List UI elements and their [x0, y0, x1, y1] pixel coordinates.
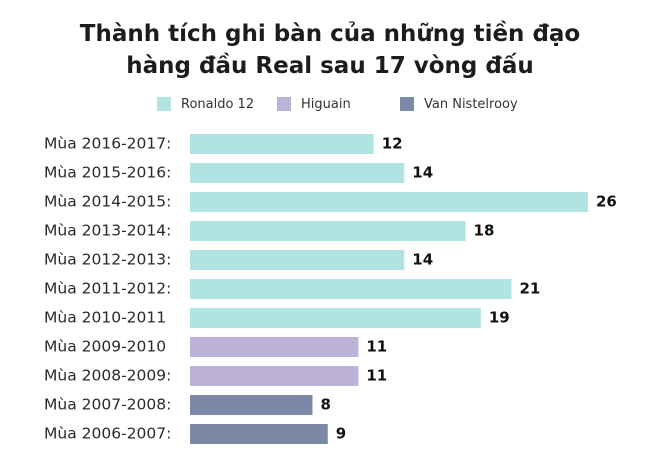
bar — [190, 163, 405, 183]
value-label: 8 — [320, 396, 330, 414]
chart-legend: Ronaldo 12 Higuain Van Nistelrooy — [0, 94, 660, 114]
legend-item-ronaldo: Ronaldo 12 — [157, 94, 254, 114]
bar — [190, 192, 588, 212]
legend-item-higuain: Higuain — [277, 94, 351, 114]
value-label: 9 — [336, 425, 346, 443]
value-label: 14 — [412, 164, 433, 182]
value-label: 11 — [366, 338, 387, 356]
bar — [190, 308, 481, 328]
category-label: Mùa 2009-2010 — [44, 338, 166, 356]
category-label: Mùa 2016-2017: — [44, 135, 171, 153]
bar — [190, 250, 405, 270]
legend-swatch-ronaldo — [157, 97, 171, 111]
bar — [190, 279, 512, 299]
category-label: Mùa 2013-2014: — [44, 222, 171, 240]
bar — [190, 134, 374, 154]
category-label: Mùa 2007-2008: — [44, 396, 171, 414]
category-label: Mùa 2012-2013: — [44, 251, 171, 269]
legend-label-higuain: Higuain — [301, 96, 351, 112]
category-label: Mùa 2008-2009: — [44, 367, 171, 385]
bar — [190, 221, 466, 241]
legend-item-van-nistelrooy: Van Nistelrooy — [400, 94, 518, 114]
category-label: Mùa 2014-2015: — [44, 193, 171, 211]
chart-title: Thành tích ghi bàn của những tiền đạo hà… — [0, 18, 660, 82]
bar — [190, 366, 359, 386]
value-label: 19 — [489, 309, 510, 327]
bar — [190, 395, 313, 415]
legend-swatch-higuain — [277, 97, 291, 111]
value-label: 26 — [596, 193, 617, 211]
legend-swatch-van-nistelrooy — [400, 97, 414, 111]
category-label: Mùa 2015-2016: — [44, 164, 171, 182]
value-label: 12 — [382, 135, 403, 153]
chart-title-line-2: hàng đầu Real sau 17 vòng đấu — [126, 53, 534, 79]
bar — [190, 337, 359, 357]
value-label: 14 — [412, 251, 433, 269]
value-label: 18 — [474, 222, 495, 240]
category-label: Mùa 2011-2012: — [44, 280, 171, 298]
value-label: 11 — [366, 367, 387, 385]
chart-title-line-1: Thành tích ghi bàn của những tiền đạo — [79, 21, 581, 47]
legend-label-ronaldo: Ronaldo 12 — [181, 96, 255, 112]
category-label: Mùa 2010-2011 — [44, 309, 166, 327]
bar — [190, 424, 328, 444]
category-label: Mùa 2006-2007: — [44, 425, 171, 443]
value-label: 21 — [519, 280, 540, 298]
legend-label-van-nistelrooy: Van Nistelrooy — [424, 96, 518, 112]
